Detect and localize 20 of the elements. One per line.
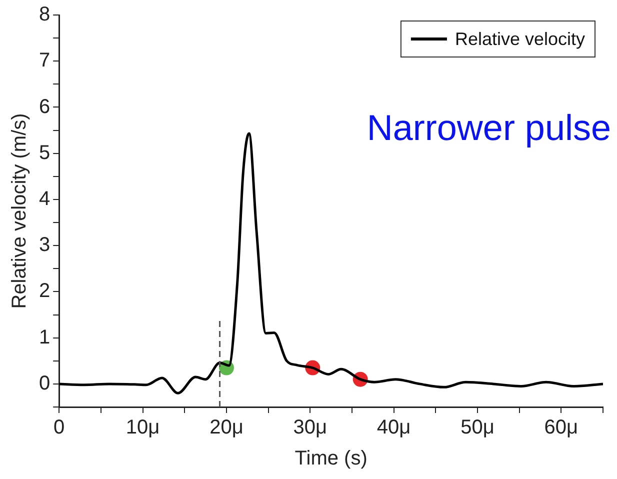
- x-tick-label: 40μ: [376, 416, 411, 439]
- y-tick-label: 1: [39, 326, 50, 348]
- x-axis-title: Time (s): [294, 448, 368, 470]
- x-tick-label: 50μ: [460, 416, 494, 439]
- annotation: Narrower pulse: [366, 106, 611, 148]
- x-tick-label: 10μ: [126, 416, 160, 439]
- y-tick-label: 3: [39, 234, 50, 256]
- x-tick-label: 60μ: [544, 416, 578, 439]
- x-tick-label: 30μ: [293, 416, 328, 439]
- y-tick-label: 8: [39, 4, 50, 26]
- y-tick-label: 0: [39, 372, 50, 394]
- legend-label: Relative velocity: [454, 28, 586, 49]
- x-tick-label: 0: [54, 416, 65, 439]
- y-tick-label: 5: [39, 142, 50, 164]
- x-tick-label: 20μ: [210, 416, 244, 439]
- y-tick-label: 4: [39, 188, 50, 210]
- y-axis-title: Relative velocity (m/s): [8, 113, 31, 309]
- y-tick-label: 7: [39, 50, 50, 72]
- y-tick-label: 2: [39, 280, 50, 302]
- y-tick-label: 6: [39, 96, 50, 118]
